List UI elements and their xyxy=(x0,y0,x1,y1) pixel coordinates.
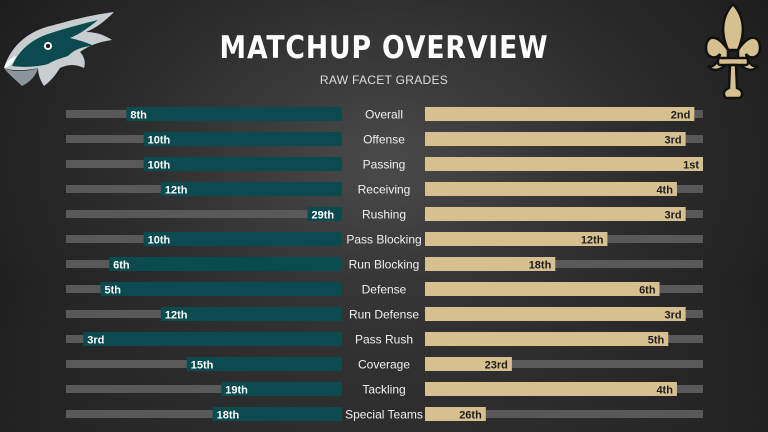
left-rank-label: 10th xyxy=(148,235,171,247)
right-rank-label: 1st xyxy=(683,160,699,172)
right-rank-label: 2nd xyxy=(671,110,691,122)
right-team-bar xyxy=(425,157,703,171)
right-rank-label: 3rd xyxy=(665,135,682,147)
left-rank-label: 12th xyxy=(165,310,188,322)
right-team-bar xyxy=(425,257,556,271)
right-team-bar xyxy=(425,107,695,121)
right-team-bar xyxy=(425,307,686,321)
left-team-bar xyxy=(221,382,342,396)
left-rank-label: 10th xyxy=(148,135,171,147)
left-rank-label: 12th xyxy=(165,185,188,197)
eagle-logo-icon xyxy=(0,6,120,92)
right-rank-label: 12th xyxy=(581,235,604,247)
right-rank-label: 23rd xyxy=(485,360,508,372)
right-rank-label: 5th xyxy=(648,335,665,347)
left-rank-label: 3rd xyxy=(87,335,104,347)
left-team-bar xyxy=(143,132,342,146)
category-label: Rushing xyxy=(362,208,406,222)
right-bar-track xyxy=(425,360,703,368)
category-label: Tackling xyxy=(362,383,405,397)
left-rank-label: 8th xyxy=(130,110,147,122)
right-team-bar xyxy=(425,382,677,396)
right-team-bar xyxy=(425,357,512,371)
category-label: Coverage xyxy=(358,358,410,372)
left-rank-label: 6th xyxy=(113,260,130,272)
right-team-bar xyxy=(425,407,486,421)
left-team-bar xyxy=(143,157,342,171)
left-team-bar xyxy=(307,207,342,221)
left-team-bar xyxy=(160,307,342,321)
right-team-bar xyxy=(425,132,686,146)
right-team-bar xyxy=(425,282,660,296)
page-subtitle: RAW FACET GRADES xyxy=(319,73,449,87)
left-bar-track xyxy=(66,385,342,393)
right-rank-label: 6th xyxy=(639,285,656,297)
category-label: Special Teams xyxy=(345,408,423,422)
category-label: Offense xyxy=(363,133,405,147)
right-rank-label: 26th xyxy=(459,410,482,422)
left-team-bar xyxy=(160,182,342,196)
right-bar-track xyxy=(425,410,703,418)
right-bar-track xyxy=(425,260,703,268)
category-label: Overall xyxy=(365,108,403,122)
right-rank-label: 18th xyxy=(529,260,552,272)
category-label: Pass Rush xyxy=(355,333,413,347)
left-team-bar xyxy=(143,232,342,246)
left-bar-track xyxy=(66,410,342,418)
left-rank-label: 29th xyxy=(312,210,335,222)
right-rank-label: 4th xyxy=(656,385,673,397)
left-team-bar xyxy=(109,257,342,271)
category-label: Passing xyxy=(363,158,406,172)
left-rank-label: 18th xyxy=(217,410,240,422)
right-team-bar xyxy=(425,232,608,246)
left-rank-label: 10th xyxy=(148,160,171,172)
right-team-bar xyxy=(425,182,677,196)
left-team-bar xyxy=(100,282,342,296)
page-title: MATCHUP OVERVIEW xyxy=(219,30,549,66)
category-label: Defense xyxy=(362,283,407,297)
right-team-bar xyxy=(425,207,686,221)
category-label: Pass Blocking xyxy=(346,233,421,247)
left-bar-track xyxy=(66,210,342,218)
right-rank-label: 4th xyxy=(656,185,673,197)
right-rank-label: 3rd xyxy=(665,310,682,322)
fleur-de-lis-icon xyxy=(704,2,762,100)
left-rank-label: 15th xyxy=(191,360,214,372)
left-team-bar xyxy=(212,407,342,421)
category-label: Run Blocking xyxy=(349,258,420,272)
left-rank-label: 19th xyxy=(225,385,248,397)
right-team-bar xyxy=(425,332,669,346)
right-rank-label: 3rd xyxy=(665,210,682,222)
left-team-bar xyxy=(126,107,342,121)
left-team-bar xyxy=(186,357,342,371)
category-label: Run Defense xyxy=(349,308,419,322)
left-rank-label: 5th xyxy=(105,285,122,297)
category-label: Receiving xyxy=(358,183,411,197)
left-team-bar xyxy=(83,332,342,346)
